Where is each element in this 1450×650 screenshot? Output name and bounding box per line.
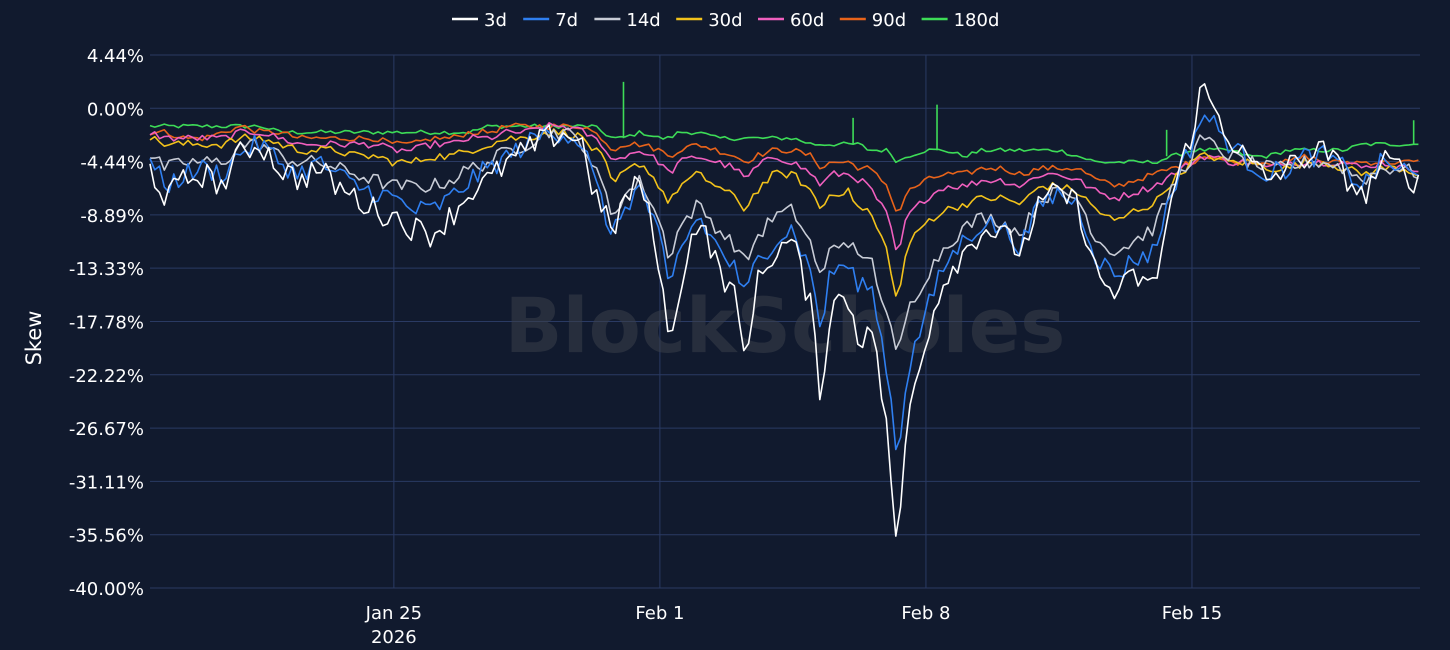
series-line-7d xyxy=(149,114,1419,451)
legend-item-7d[interactable]: 7d xyxy=(523,10,578,31)
y-tick-label: -40.00% xyxy=(69,579,144,600)
legend-label: 7d xyxy=(555,10,578,31)
series-line-14d xyxy=(149,127,1419,350)
legend-item-180d[interactable]: 180d xyxy=(921,10,1000,31)
y-tick-label: 4.44% xyxy=(87,46,144,67)
x-axis: Jan 25 2026 Feb 1 Feb 8 Feb 15 xyxy=(365,603,1223,648)
series-line-3d xyxy=(149,83,1420,537)
y-tick-label: -31.11% xyxy=(69,472,144,493)
legend-label: 30d xyxy=(708,10,742,31)
series-lines xyxy=(149,81,1420,537)
legend-label: 3d xyxy=(484,10,507,31)
x-tick-label: Feb 15 xyxy=(1162,603,1223,624)
x-tick-sublabel: 2026 xyxy=(371,627,417,648)
watermark-logo: BlockScholes xyxy=(505,281,1066,370)
legend-item-60d[interactable]: 60d xyxy=(758,10,824,31)
legend-label: 180d xyxy=(954,10,1000,31)
x-tick-label: Jan 25 xyxy=(365,603,422,624)
series-line-30d xyxy=(149,128,1419,297)
legend-label: 90d xyxy=(872,10,906,31)
series-line-60d xyxy=(149,122,1419,251)
y-axis-label: Skew xyxy=(22,311,46,366)
legend-item-14d[interactable]: 14d xyxy=(594,10,661,31)
legend-label: 60d xyxy=(790,10,824,31)
y-tick-label: -4.44% xyxy=(80,153,144,174)
y-axis: 4.44% 0.00% -4.44% -8.89% -13.33% -17.78% -22.… xyxy=(69,46,144,600)
y-tick-label: -17.78% xyxy=(69,313,144,334)
x-tick-label: Feb 1 xyxy=(635,603,684,624)
y-tick-label: -35.56% xyxy=(69,526,144,547)
legend-item-30d[interactable]: 30d xyxy=(676,10,743,31)
y-tick-label: -22.22% xyxy=(69,366,144,387)
legend-item-90d[interactable]: 90d xyxy=(839,10,906,31)
x-tick-label: Feb 8 xyxy=(901,603,950,624)
legend[interactable]: 3d 7d 14d 30d 60d 90d 180d xyxy=(452,10,999,31)
legend-item-3d[interactable]: 3d xyxy=(452,10,507,31)
legend-label: 14d xyxy=(626,10,660,31)
grid xyxy=(150,54,1420,589)
y-tick-label: -13.33% xyxy=(69,259,144,280)
y-tick-label: -26.67% xyxy=(69,419,144,440)
series-line-180d xyxy=(149,123,1419,164)
y-tick-label: 0.00% xyxy=(87,99,144,120)
y-tick-label: -8.89% xyxy=(80,206,144,227)
